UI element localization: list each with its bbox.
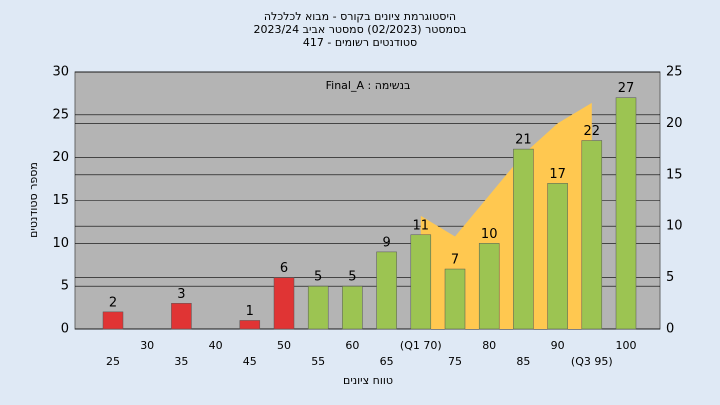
y-tick-label: 5: [61, 279, 69, 294]
chart-subtitle: בסמסטר (02/2023) סמסטר אביב 2023/24: [253, 23, 466, 36]
x-tick-label: 50: [277, 339, 291, 352]
x-tick-label: 75: [448, 355, 462, 368]
y-tick-label: 15: [52, 193, 69, 208]
x-tick-label: 60: [345, 339, 359, 352]
value-label: 11: [413, 218, 430, 233]
value-label: 6: [280, 261, 288, 276]
bar: [273, 277, 295, 330]
x-axis-label: טווח ציונים: [343, 374, 393, 387]
y-tick-label: 30: [52, 65, 69, 80]
y-axis-label: מספר סטודנטים: [27, 162, 40, 238]
value-label: 2: [109, 295, 117, 310]
bar: [615, 97, 637, 330]
x-tick-label: 100: [616, 339, 637, 352]
value-label: 27: [618, 81, 635, 96]
value-label: 5: [314, 270, 322, 285]
x-tick-label: 80: [482, 339, 496, 352]
value-label: 17: [549, 167, 566, 182]
bar: [239, 320, 261, 330]
x-tick-label: 85: [516, 355, 530, 368]
y2-tick-label: 25: [666, 65, 683, 80]
chart-subtitle: סטודנטים רשומים - 417: [303, 36, 417, 49]
value-label: 10: [481, 227, 498, 242]
bar: [376, 251, 397, 330]
y2-tick-label: 5: [666, 270, 674, 285]
bar: [102, 311, 124, 330]
bar: [581, 140, 603, 330]
bar: [171, 303, 192, 330]
x-tick-label: 45: [243, 355, 257, 368]
value-label: 5: [348, 270, 356, 285]
bar: [547, 183, 568, 330]
y2-tick-label: 0: [666, 322, 674, 337]
y-tick-label: 0: [61, 322, 69, 337]
bar: [307, 285, 329, 330]
y2-tick-label: 10: [666, 219, 683, 234]
value-label: 21: [515, 133, 532, 148]
x-tick-label: 40: [209, 339, 223, 352]
x-tick-label: 55: [311, 355, 325, 368]
value-label: 7: [451, 253, 459, 268]
chart-title: היסטוגרמת ציונים בקורס - מבוא לכלכלה: [264, 10, 456, 23]
bar: [410, 234, 432, 330]
y-tick-label: 10: [52, 236, 69, 251]
y2-tick-label: 20: [666, 116, 683, 131]
x-tick-label: 30: [140, 339, 154, 352]
value-label: 22: [584, 124, 601, 139]
bar: [444, 268, 466, 330]
x-tick-label: (Q3 95): [571, 355, 613, 368]
x-tick-label: 35: [174, 355, 188, 368]
value-label: 9: [382, 235, 390, 250]
value-label: 3: [177, 287, 185, 302]
y-tick-label: 20: [52, 150, 69, 165]
y-tick-label: 25: [52, 107, 69, 122]
bar: [478, 243, 500, 330]
bar: [513, 148, 534, 330]
annotation: Final_A : בנשימה: [326, 79, 411, 92]
y2-tick-label: 15: [666, 167, 683, 182]
x-tick-label: (Q1 70): [400, 339, 442, 352]
x-tick-label: 65: [380, 355, 394, 368]
value-label: 1: [246, 304, 254, 319]
bar: [342, 285, 363, 330]
x-tick-label: 90: [551, 339, 565, 352]
x-tick-label: 25: [106, 355, 120, 368]
